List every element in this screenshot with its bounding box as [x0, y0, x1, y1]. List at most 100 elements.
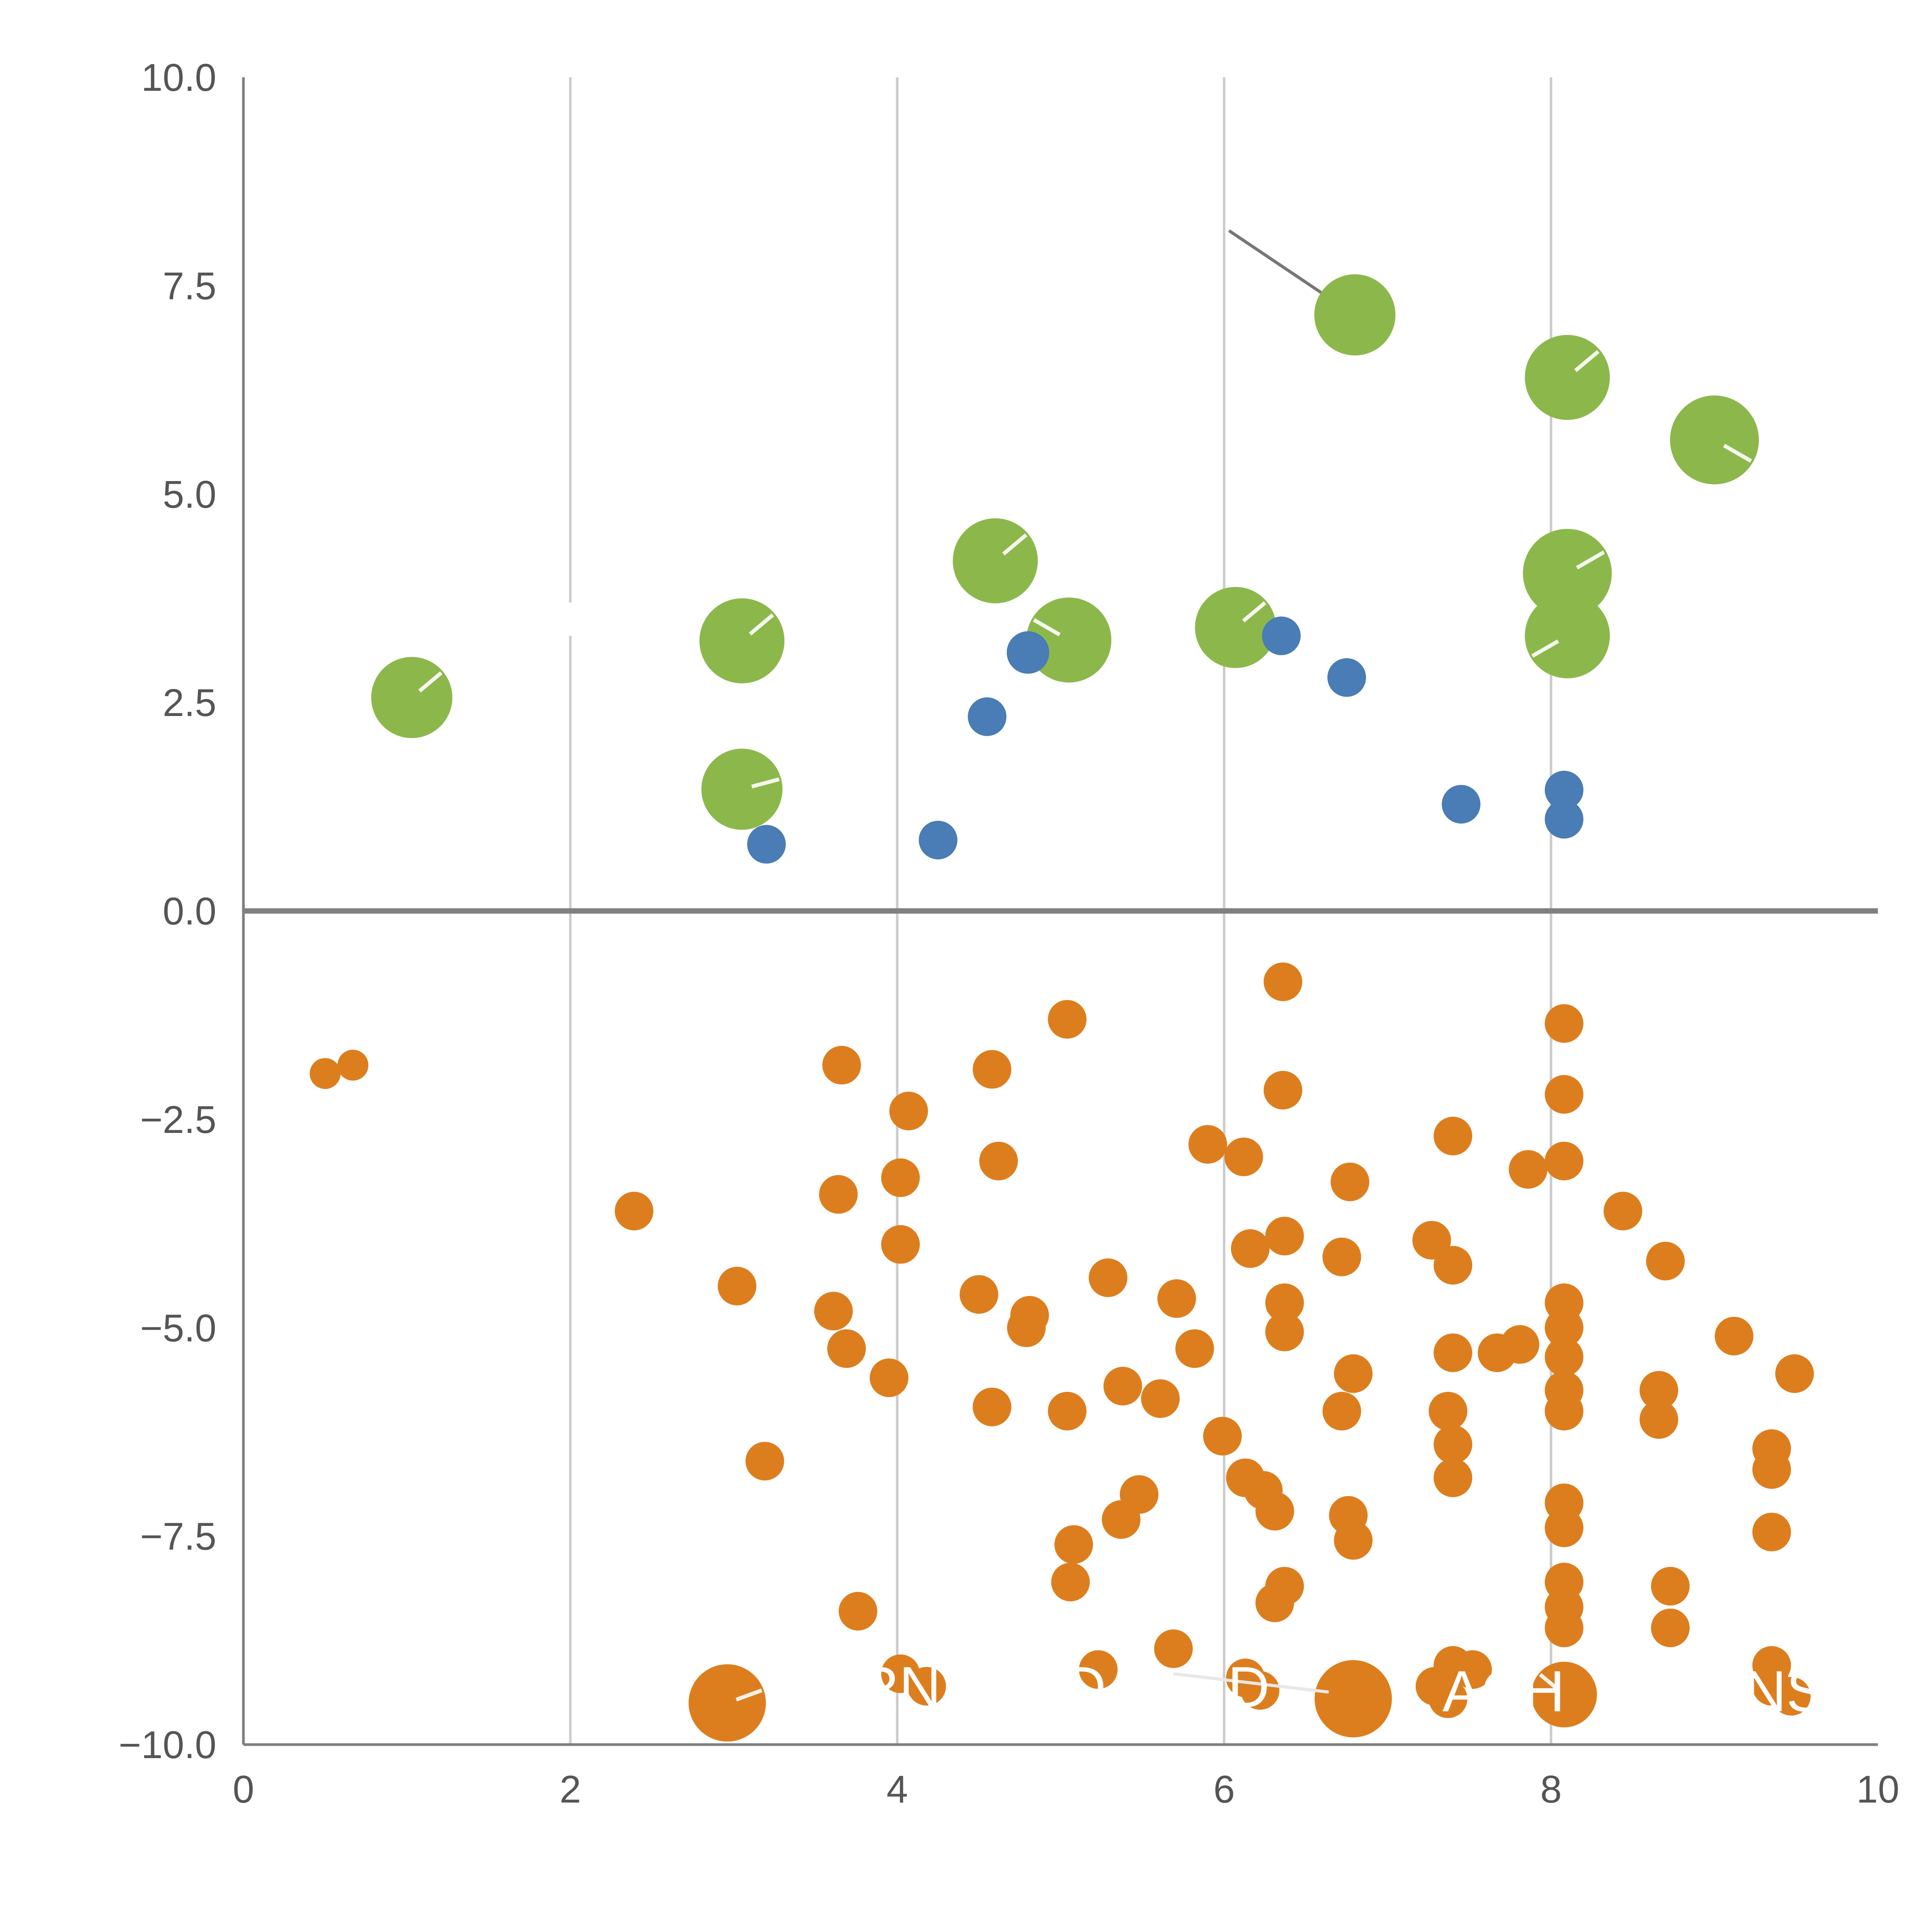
data-point-orange-dots [1531, 1662, 1597, 1728]
data-point-orange-dots [1255, 1583, 1294, 1622]
y-tick-label: 5.0 [163, 473, 216, 516]
data-point-blue-dots [747, 825, 786, 864]
data-point-green-bubbles [952, 518, 1038, 604]
data-point-orange-dots [689, 1664, 766, 1742]
data-point-orange-dots [1103, 1367, 1142, 1406]
data-point-orange-dots [1646, 1242, 1685, 1281]
data-point-orange-dots [1651, 1567, 1690, 1606]
white-segment [1173, 1672, 1329, 1694]
data-point-green-bubbles [1523, 529, 1612, 618]
data-point-green-bubbles [1525, 593, 1610, 679]
y-tick-label: −10.0 [119, 1723, 216, 1767]
data-point-orange-dots [1434, 1333, 1473, 1372]
data-point-orange-dots [1453, 1650, 1492, 1689]
data-point-orange-dots [869, 1358, 908, 1397]
data-point-blue-dots [1544, 800, 1583, 839]
data-point-orange-dots [1434, 1425, 1473, 1464]
y-tick-label: −7.5 [140, 1515, 216, 1558]
data-point-orange-dots [881, 1158, 920, 1197]
data-point-orange-dots [1157, 1279, 1196, 1318]
data-point-orange-dots [1203, 1417, 1242, 1456]
data-point-orange-dots [1429, 1679, 1468, 1718]
data-point-orange-dots [1639, 1371, 1679, 1410]
data-point-orange-dots [973, 1050, 1012, 1089]
data-point-orange-dots [1322, 1392, 1361, 1430]
data-point-orange-dots [979, 1141, 1018, 1180]
data-point-orange-dots [718, 1267, 757, 1306]
data-point-orange-dots [1752, 1450, 1791, 1489]
x-tick-label: 6 [1213, 1768, 1235, 1811]
data-point-orange-dots [745, 1442, 784, 1481]
data-point-orange-dots [822, 1046, 861, 1085]
data-point-orange-dots [1639, 1400, 1679, 1439]
bubble-white-tick [1242, 601, 1267, 622]
data-point-orange-dots [1231, 1229, 1270, 1268]
data-point-orange-dots [1544, 1337, 1583, 1376]
data-point-orange-dots [1264, 962, 1303, 1001]
data-point-orange-dots [337, 1049, 369, 1081]
data-point-orange-dots [1544, 1075, 1583, 1114]
bubble-white-tick [1531, 639, 1559, 658]
y-tick-label: −2.5 [140, 1098, 216, 1141]
tick-labels-layer: 10.0 7.5 5.0 2.5 0.0 −2.5 −5.0 −7.5 −10.0 0 2 4 6 8 10 [119, 56, 1900, 1811]
data-point-orange-dots [1544, 1141, 1583, 1180]
white-text-fragment: ACH [1442, 1659, 1565, 1724]
data-point-orange-dots [1752, 1512, 1791, 1551]
white-text-fragment: D [1228, 1655, 1269, 1719]
data-point-orange-dots [973, 1388, 1012, 1427]
data-point-blue-dots [1544, 770, 1583, 810]
axes-layer [242, 77, 1878, 1746]
data-point-orange-dots [1007, 1308, 1046, 1347]
data-point-orange-dots [1714, 1316, 1753, 1355]
x-tick-label: 8 [1540, 1768, 1562, 1811]
data-point-orange-dots [614, 1192, 653, 1231]
annotation-line [1228, 229, 1333, 301]
data-point-orange-dots [1315, 1660, 1392, 1738]
x-tick-label: 2 [560, 1768, 581, 1811]
data-point-orange-dots [1434, 1246, 1473, 1285]
white-text-fragment: NS [1745, 1659, 1825, 1724]
data-point-orange-dots [1255, 1492, 1294, 1531]
bubble-white-tick [1539, 1673, 1559, 1691]
data-point-green-bubbles [699, 598, 785, 684]
data-point-orange-dots [1079, 1650, 1118, 1689]
data-point-green-bubbles [1026, 597, 1112, 683]
data-point-orange-dots [1651, 1608, 1690, 1647]
overlay-layer: RNT D D ACH NS [568, 602, 1825, 1724]
data-point-orange-dots [1088, 1258, 1128, 1297]
data-point-orange-dots [1241, 1671, 1280, 1710]
x-tick-label: 4 [886, 1768, 908, 1811]
data-point-orange-dots [959, 1275, 998, 1314]
bubble-white-tick [1002, 533, 1028, 556]
data-point-orange-dots [1265, 1283, 1304, 1322]
data-point-orange-dots [1544, 1308, 1583, 1347]
data-point-blue-dots [1262, 616, 1301, 655]
data-point-green-bubbles [1525, 335, 1610, 420]
bubble-white-tick [1033, 618, 1061, 636]
data-point-orange-dots [1429, 1392, 1468, 1430]
data-point-orange-dots [1224, 1137, 1263, 1176]
white-segment [1228, 752, 1250, 763]
data-point-orange-dots [1264, 1071, 1303, 1110]
y-tick-label: 2.5 [163, 681, 216, 724]
data-point-orange-dots [1054, 1525, 1093, 1564]
bubble-white-tick [735, 1688, 763, 1702]
data-point-green-bubbles [371, 657, 452, 738]
bubble-white-tick [1574, 350, 1600, 372]
data-point-orange-dots [310, 1058, 341, 1089]
data-point-orange-dots [1141, 1379, 1180, 1418]
points-layer [310, 274, 1814, 1742]
data-point-orange-dots [1102, 1500, 1141, 1539]
white-text-fragment: D [1064, 1655, 1106, 1719]
data-point-orange-dots [889, 1092, 928, 1131]
bubble-white-tick [751, 777, 780, 789]
data-point-orange-dots [1051, 1563, 1090, 1602]
data-point-orange-dots [1434, 1117, 1473, 1156]
data-point-orange-dots [1509, 1150, 1548, 1189]
bubble-white-tick [418, 671, 443, 693]
data-point-blue-dots [1442, 785, 1481, 824]
data-point-green-bubbles [701, 748, 783, 830]
data-point-orange-dots [1544, 1608, 1583, 1647]
data-point-orange-dots [1048, 1392, 1087, 1430]
